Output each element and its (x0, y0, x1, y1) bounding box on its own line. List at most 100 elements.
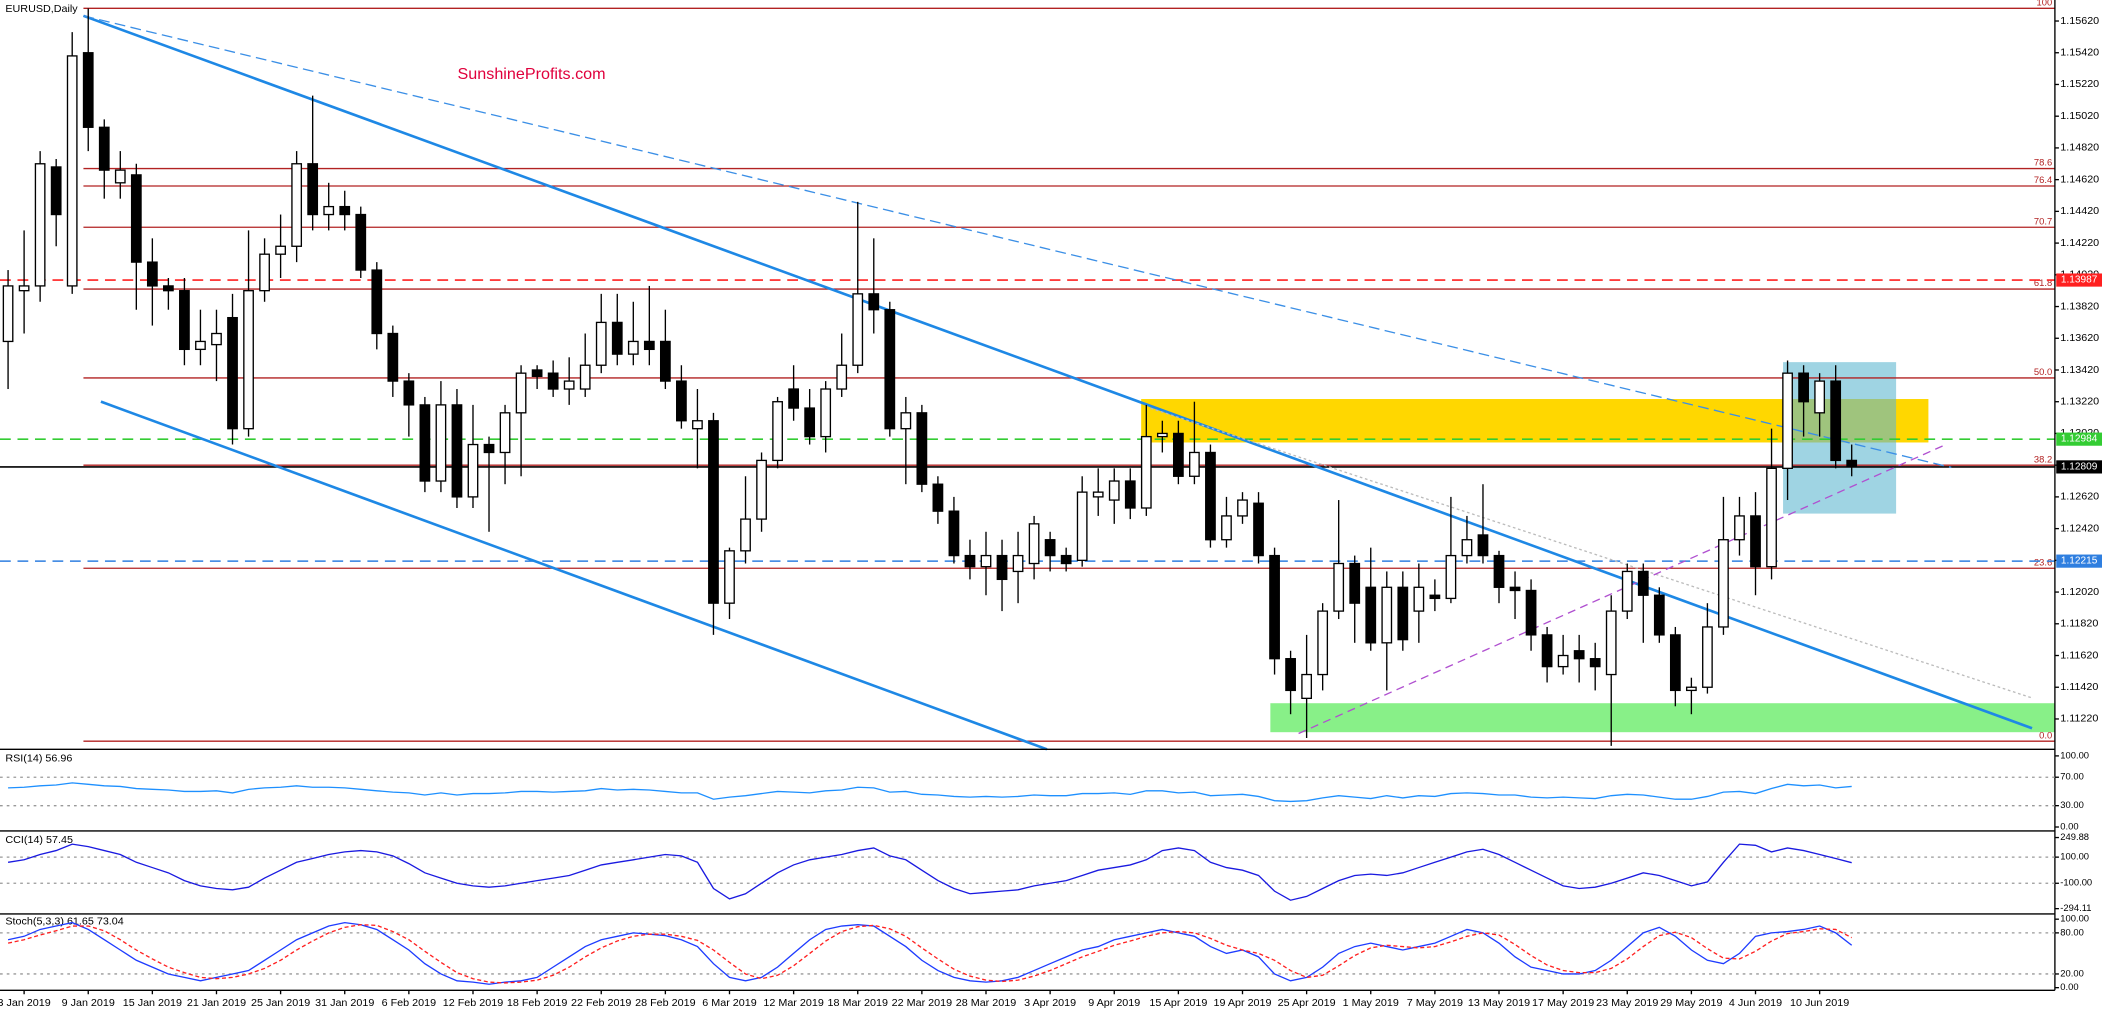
x-tick-label: 6 Mar 2019 (702, 997, 756, 1009)
candle-body (130, 174, 142, 263)
candle-body (1253, 502, 1264, 557)
x-tick-label: 6 Feb 2019 (382, 997, 436, 1009)
candle-body (692, 420, 703, 430)
candle-body (1477, 534, 1489, 557)
y-tick-label: 30.00 (2060, 800, 2084, 810)
x-tick-label: 1 May 2019 (1343, 997, 1399, 1009)
candle-body (1702, 626, 1713, 688)
indicator-line (7, 924, 1853, 984)
candle-body (1589, 658, 1601, 668)
candle-body (1124, 480, 1136, 509)
candle-body (1493, 554, 1505, 588)
candle-body (1525, 589, 1537, 636)
candle-body (275, 245, 286, 255)
candle-body (740, 518, 751, 552)
candle-body (643, 340, 655, 351)
candle-body (788, 388, 800, 409)
candle-body (1189, 451, 1200, 477)
candle-body (82, 52, 94, 128)
fib-label: 38.2 (2034, 454, 2052, 464)
candle-body (34, 163, 46, 287)
candle-body (419, 404, 431, 482)
x-tick-label: 22 Feb 2019 (571, 997, 631, 1009)
candle-body (1381, 586, 1393, 644)
candle-body (211, 332, 222, 346)
chart-title: EURUSD,Daily (5, 3, 78, 15)
candle-body (980, 554, 992, 568)
watermark: SunshineProfits.com (458, 66, 606, 83)
indicator-line (8, 782, 1852, 803)
price-tag-label: 1.13987 (2061, 275, 2098, 286)
candle-body (579, 364, 591, 390)
y-tick-label: 1.15020 (2060, 110, 2099, 122)
candle-body (1573, 650, 1585, 660)
candle-body (307, 163, 319, 216)
y-tick-label: 1.14820 (2060, 142, 2099, 154)
candle-body (948, 510, 960, 557)
y-tick-label: 20.00 (2060, 968, 2084, 978)
candle-body (66, 55, 78, 287)
fib-label: 0.0 (2039, 730, 2052, 740)
candle-body (964, 554, 976, 568)
x-tick-label: 9 Jan 2019 (62, 997, 115, 1009)
frame (0, 0, 2056, 991)
x-tick-label: 31 Jan 2019 (315, 997, 374, 1009)
candle-body (483, 443, 495, 454)
x-tick-label: 15 Apr 2019 (1149, 997, 1207, 1009)
candle-body (531, 369, 543, 377)
x-tick-label: 17 May 2019 (1532, 997, 1594, 1009)
support-zone (1270, 703, 2055, 733)
candle-body (1237, 499, 1248, 517)
candle-body (114, 169, 126, 184)
x-tick-label: 13 May 2019 (1468, 997, 1530, 1009)
price-tag-label: 1.12215 (2061, 556, 2098, 567)
candle-body (243, 290, 254, 430)
candle-body (371, 269, 383, 335)
candle-body (195, 340, 206, 351)
candle-body (467, 443, 479, 498)
fib-label: 100 (2037, 0, 2053, 7)
candle-body (515, 372, 527, 414)
candle-body (435, 404, 447, 482)
candle-body (1108, 480, 1120, 501)
candle-body (179, 290, 190, 351)
y-tick-label: 1.11220 (2060, 713, 2098, 725)
price-tag (2056, 273, 2102, 287)
x-tick-label: 19 Apr 2019 (1213, 997, 1271, 1009)
indicator-title: RSI(14) 56.96 (5, 752, 72, 764)
candle-body (884, 309, 896, 430)
candle-body (1766, 467, 1777, 568)
x-tick-label: 28 Mar 2019 (956, 997, 1016, 1009)
price-tag (2056, 432, 2102, 446)
candle-body (868, 293, 880, 311)
indicator-title: CCI(14) 57.45 (5, 834, 73, 846)
price-tag (2056, 460, 2102, 474)
candle-body (1798, 372, 1809, 403)
candle-body (387, 332, 399, 382)
y-tick-label: 1.15220 (2060, 78, 2099, 90)
candle-body (1830, 380, 1842, 462)
candle-body (676, 380, 687, 422)
y-tick-label: 1.14220 (2060, 237, 2099, 249)
fib-label: 70.7 (2034, 216, 2052, 226)
candle-body (1205, 451, 1216, 541)
y-tick-label: 1.13620 (2060, 332, 2099, 344)
candle-body (659, 340, 671, 382)
candles (2, 8, 1858, 746)
x-tick-label: 23 May 2019 (1596, 997, 1658, 1009)
y-tick-label: 70.00 (2060, 772, 2084, 782)
fib-label: 78.6 (2034, 158, 2052, 168)
fib-label: 76.4 (2034, 175, 2052, 185)
candle-body (1285, 658, 1296, 692)
candle-body (1413, 586, 1425, 612)
candle-body (1365, 586, 1377, 644)
candle-body (836, 364, 848, 390)
candle-body (1317, 610, 1329, 676)
y-tick-label: 100.00 (2060, 750, 2089, 760)
x-tick-label: 22 Mar 2019 (892, 997, 952, 1009)
y-tick-label: 1.11420 (2060, 681, 2098, 693)
y-tick-label: 1.12420 (2060, 522, 2099, 534)
candle-body (227, 316, 238, 430)
candle-body (1734, 515, 1745, 541)
candle-body (1397, 586, 1409, 641)
